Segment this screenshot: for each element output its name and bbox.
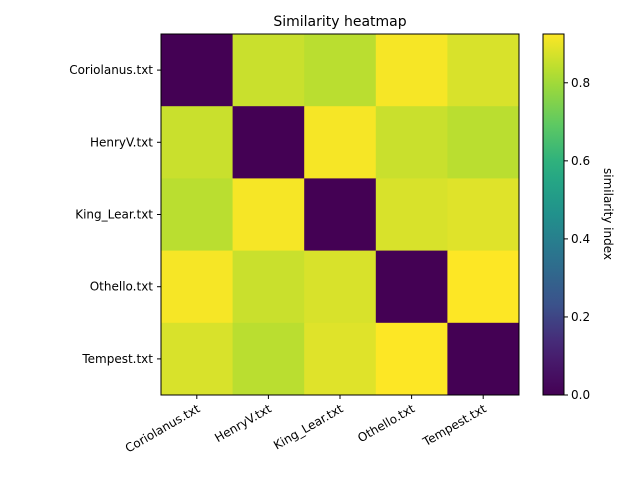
colorbar-tick-label: 0.8	[571, 76, 590, 90]
heatmap-cell	[304, 250, 377, 324]
heatmap-cell	[232, 178, 305, 252]
x-tick-label: Coriolanus.txt	[123, 401, 203, 455]
y-tick-label: Othello.txt	[90, 280, 154, 294]
y-tick-label: HenryV.txt	[90, 135, 153, 149]
x-tick-label: King_Lear.txt	[271, 401, 346, 452]
heatmap-cell	[375, 250, 448, 324]
heatmap-cell	[304, 106, 377, 179]
heatmap-cell	[161, 34, 234, 107]
y-axis: Coriolanus.txt HenryV.txt King_Lear.txt Oth…	[69, 63, 161, 366]
heatmap-cell	[447, 178, 520, 252]
heatmap-cell	[375, 178, 448, 252]
heatmap-cell	[447, 322, 520, 396]
heatmap-cell	[232, 34, 305, 107]
heatmap-cell	[232, 322, 305, 396]
colorbar-axis: 0.0 0.2 0.4 0.6 0.8	[564, 76, 590, 402]
heatmap-cell	[161, 178, 234, 252]
y-tick-label: Coriolanus.txt	[69, 63, 153, 77]
colorbar-label: similarity index	[601, 168, 615, 260]
heatmap-cell	[232, 106, 305, 179]
y-tick-label: Tempest.txt	[81, 352, 153, 366]
chart-title: Similarity heatmap	[273, 14, 406, 30]
x-tick-label: Tempest.txt	[420, 401, 489, 449]
heatmap-cells	[161, 34, 520, 396]
colorbar-tick-label: 0.6	[571, 154, 590, 168]
heatmap-cell	[232, 250, 305, 324]
heatmap-cell	[447, 250, 520, 324]
x-tick-label: Othello.txt	[355, 401, 417, 445]
heatmap-cell	[161, 322, 234, 396]
heatmap-cell	[161, 250, 234, 324]
heatmap-cell	[304, 322, 377, 396]
heatmap-cell	[304, 34, 377, 107]
heatmap-cell	[375, 322, 448, 396]
x-tick-label: HenryV.txt	[212, 401, 274, 445]
heatmap-cell	[447, 106, 520, 179]
colorbar	[542, 33, 565, 396]
heatmap-cell	[304, 178, 377, 252]
colorbar-tick-label: 0.0	[571, 388, 590, 402]
colorbar-tick-label: 0.2	[571, 310, 590, 324]
y-tick-label: King_Lear.txt	[75, 208, 153, 222]
colorbar-tick-label: 0.4	[571, 232, 590, 246]
heatmap-cell	[447, 34, 520, 107]
heatmap-cell	[375, 106, 448, 179]
heatmap-cell	[375, 34, 448, 107]
heatmap-cell	[161, 106, 234, 179]
